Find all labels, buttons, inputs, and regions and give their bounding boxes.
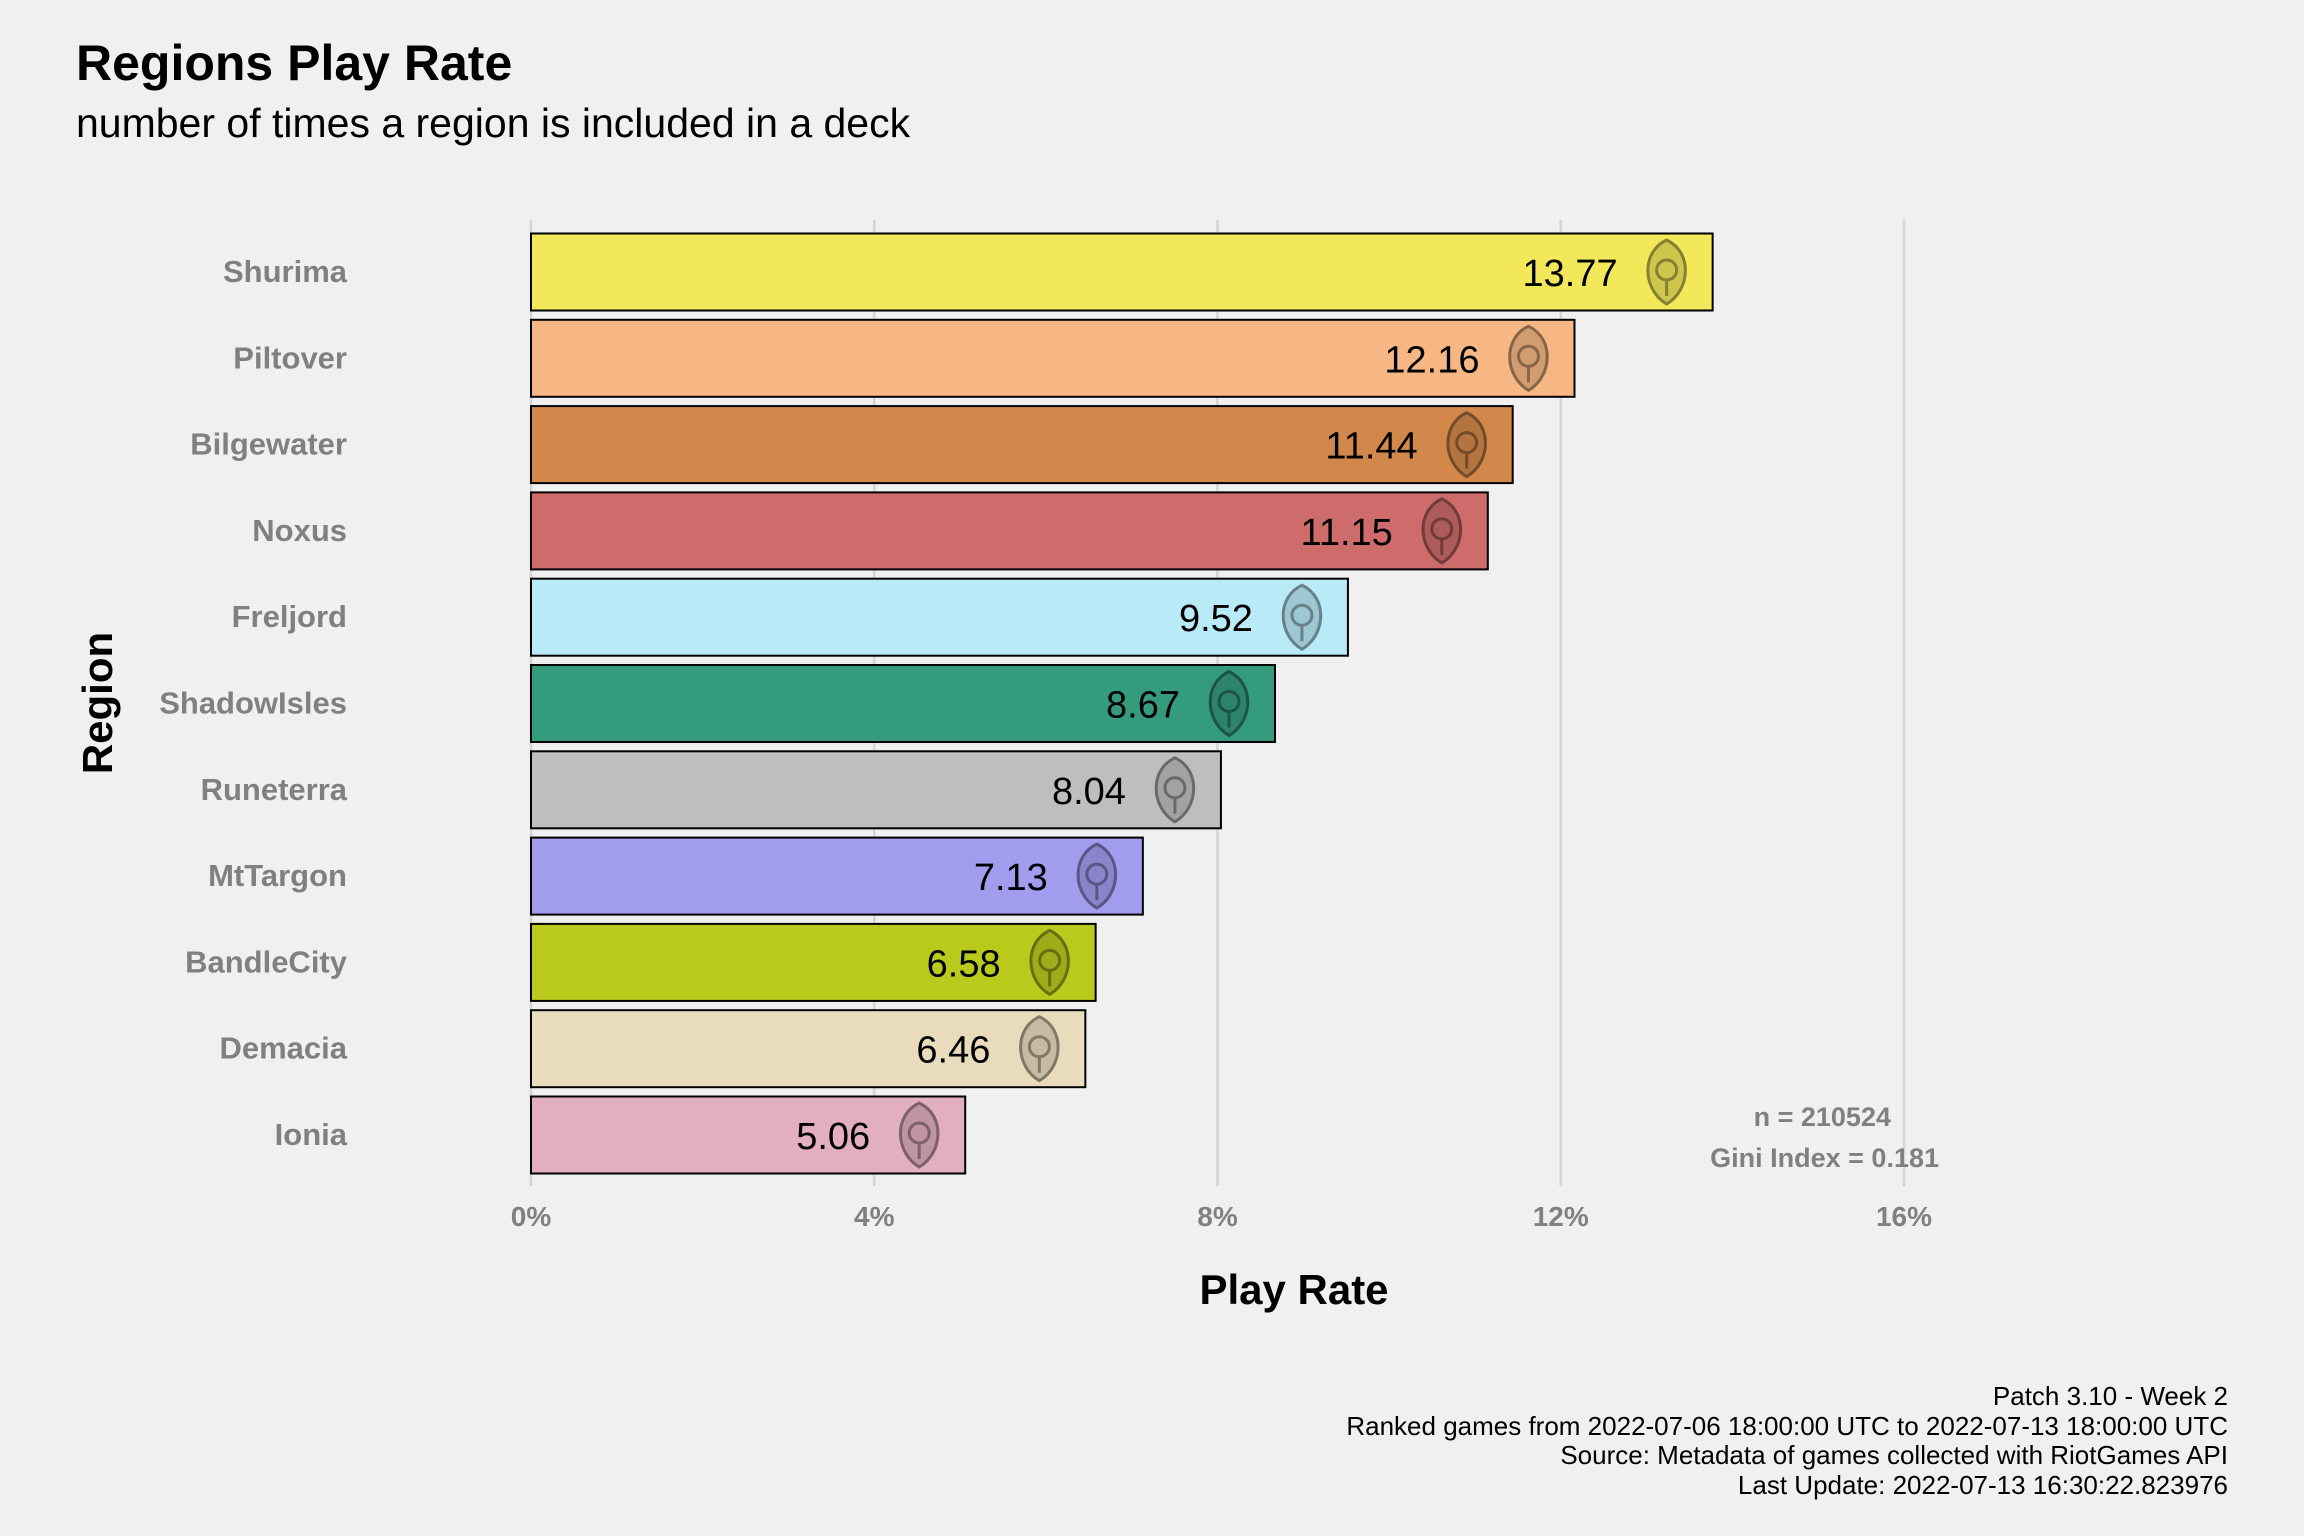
bar-value-label: 13.77 xyxy=(1523,253,1618,295)
bar-group-mttargon: 7.13 xyxy=(530,836,1144,916)
bar-value-label: 12.16 xyxy=(1384,339,1479,381)
noxus-emblem-icon xyxy=(1421,497,1463,565)
bar xyxy=(530,1009,1087,1089)
bar-group-ionia: 5.06 xyxy=(530,1095,967,1175)
bar xyxy=(530,405,1514,485)
bar-group-freljord: 9.52 xyxy=(530,577,1349,657)
bar-value-label: 5.06 xyxy=(796,1116,870,1158)
caption: Patch 3.10 - Week 2 Ranked games from 20… xyxy=(1346,1381,2228,1500)
bar-value-label: 11.44 xyxy=(1325,426,1417,468)
bar-value-label: 9.52 xyxy=(1179,598,1253,640)
targon-emblem-icon xyxy=(1076,842,1118,910)
category-label: Bilgewater xyxy=(190,427,347,462)
bar-value-label: 7.13 xyxy=(974,857,1048,899)
shurima-emblem-icon xyxy=(1646,238,1687,306)
category-label: Piltover xyxy=(233,340,347,375)
runeterra-emblem-icon xyxy=(1154,756,1196,824)
category-label: MtTargon xyxy=(208,858,347,893)
bilgewater-emblem-icon xyxy=(1446,410,1487,479)
bar-group-demacia: 6.46 xyxy=(530,1009,1087,1089)
bar-group-piltover: 12.16 xyxy=(530,318,1576,398)
bar-value-label: 8.67 xyxy=(1106,685,1180,727)
category-label: Ionia xyxy=(275,1117,348,1152)
bar xyxy=(530,1095,967,1175)
category-label: Demacia xyxy=(219,1031,347,1066)
category-label: Shurima xyxy=(223,254,348,289)
annotation-sample-size: n = 210524 xyxy=(1754,1102,1891,1132)
bar-value-label: 6.46 xyxy=(916,1030,990,1072)
category-label: BandleCity xyxy=(185,944,348,979)
caption-patch: Patch 3.10 - Week 2 xyxy=(1992,1381,2228,1411)
shadowisles-emblem-icon xyxy=(1208,669,1250,738)
x-tick-labels: 0% 4% 8% 12% 16% xyxy=(511,1201,1932,1232)
category-labels: Shurima Piltover Bilgewater Noxus Freljord Sh… xyxy=(159,254,348,1152)
bar xyxy=(530,232,1714,312)
bar-group-noxus: 11.15 xyxy=(530,491,1489,571)
x-tick-label: 12% xyxy=(1533,1201,1589,1232)
ionia-emblem-icon xyxy=(898,1101,940,1169)
x-tick-label: 0% xyxy=(511,1201,552,1232)
annotation-gini-index: Gini Index = 0.181 xyxy=(1710,1143,1939,1173)
bandlecity-emblem-icon xyxy=(1029,928,1070,997)
bar-group-runeterra: 8.04 xyxy=(530,750,1222,830)
bar xyxy=(530,836,1144,916)
category-label: Runeterra xyxy=(201,772,348,807)
category-label: Freljord xyxy=(232,599,347,634)
bar xyxy=(530,664,1276,743)
category-label: ShadowIsles xyxy=(159,686,347,721)
caption-date-range: Ranked games from 2022-07-06 18:00:00 UT… xyxy=(1346,1410,2228,1441)
x-tick-label: 4% xyxy=(854,1201,895,1232)
caption-last-update: Last Update: 2022-07-13 16:30:22.823976 xyxy=(1737,1469,2228,1500)
bar-group-bilgewater: 11.44 xyxy=(530,405,1514,485)
bar-value-label: 11.15 xyxy=(1301,512,1393,554)
x-axis-title: Play Rate xyxy=(1199,1266,1388,1313)
chart-title: Regions Play Rate xyxy=(76,35,513,91)
bar-value-label: 6.58 xyxy=(927,943,1001,985)
y-axis-title: Region xyxy=(74,632,121,774)
caption-source: Source: Metadata of games collected with… xyxy=(1560,1440,2228,1470)
bar-group-bandlecity: 6.58 xyxy=(530,922,1097,1002)
bar xyxy=(530,750,1222,830)
x-tick-label: 16% xyxy=(1876,1201,1932,1232)
chart-subtitle: number of times a region is included in … xyxy=(76,100,911,146)
bar-group-shadowisles: 8.67 xyxy=(530,664,1276,743)
bar xyxy=(530,922,1097,1002)
piltover-emblem-icon xyxy=(1508,324,1549,393)
bar-value-label: 8.04 xyxy=(1052,771,1126,813)
freljord-emblem-icon xyxy=(1281,583,1323,651)
bars: 13.77 12.16 11.44 11.15 9.52 8.67 8.04 7.13 6.58… xyxy=(530,232,1714,1175)
bar xyxy=(530,318,1576,398)
bar-group-shurima: 13.77 xyxy=(530,232,1714,312)
category-label: Noxus xyxy=(252,513,347,548)
demacia-emblem-icon xyxy=(1019,1015,1060,1083)
bar xyxy=(530,577,1349,657)
x-tick-label: 8% xyxy=(1197,1201,1238,1232)
bar xyxy=(530,491,1489,571)
